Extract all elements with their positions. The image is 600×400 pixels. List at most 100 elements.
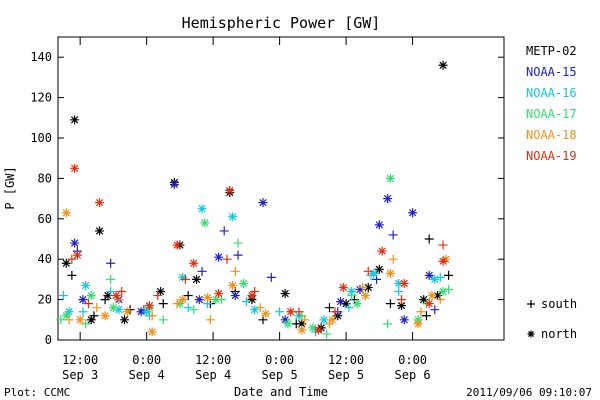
point-noaa-18-north: [327, 315, 337, 325]
point-noaa-18-north: [261, 309, 271, 319]
x-tick-label-time: 0:00: [265, 353, 294, 367]
point-noaa-17-south: [322, 329, 332, 339]
point-metp-02-north: [119, 315, 129, 325]
point-noaa-16-south: [275, 307, 285, 317]
point-noaa-17-south: [81, 319, 91, 329]
plot-timestamp: 2011/09/06 09:10:07: [466, 386, 592, 399]
y-tick-label: 20: [38, 293, 52, 307]
point-metp-02-south: [421, 311, 431, 321]
point-noaa-18-south: [416, 307, 426, 317]
data-points: [56, 60, 454, 339]
point-noaa-18-north: [297, 325, 307, 335]
legend-entry: METP-02: [526, 44, 577, 58]
point-noaa-19-north: [214, 289, 224, 299]
point-metp-02-south: [183, 291, 193, 301]
point-noaa-19-north: [225, 186, 235, 196]
point-metp-02-north: [374, 264, 384, 274]
point-noaa-17-north: [283, 319, 293, 329]
point-metp-02-north: [70, 115, 80, 125]
point-metp-02-north: [297, 319, 307, 329]
marker-key-south: south: [527, 297, 577, 311]
point-noaa-15-north: [258, 198, 268, 208]
point-noaa-18-south: [64, 315, 74, 325]
point-metp-02-north: [95, 226, 105, 236]
point-noaa-17-north: [61, 311, 71, 321]
point-noaa-15-north: [214, 252, 224, 262]
point-metp-02-north: [155, 287, 165, 297]
point-noaa-19-south: [83, 299, 93, 309]
point-noaa-18-south: [255, 303, 265, 313]
point-noaa-15-north: [280, 315, 290, 325]
point-noaa-18-north: [228, 280, 238, 290]
point-noaa-15-north: [408, 208, 418, 218]
point-metp-02-north: [86, 315, 96, 325]
point-noaa-18-south: [358, 282, 368, 292]
point-noaa-18-south: [230, 266, 240, 276]
point-noaa-19-south: [363, 266, 373, 276]
point-noaa-18-north: [360, 291, 370, 301]
point-noaa-17-north: [308, 323, 318, 333]
point-noaa-15-north: [194, 295, 204, 305]
marker-key-label: south: [541, 297, 577, 311]
point-noaa-19-south: [222, 254, 232, 264]
point-noaa-16-north: [114, 305, 124, 315]
point-metp-02-south: [158, 299, 168, 309]
point-noaa-17-north: [211, 295, 221, 305]
point-noaa-19-north: [172, 240, 182, 250]
marker-key: south north: [527, 297, 577, 341]
point-noaa-19-south: [117, 287, 127, 297]
point-metp-02-south: [444, 270, 454, 280]
marker-key-label: north: [541, 327, 577, 341]
point-metp-02-north: [280, 289, 290, 299]
point-noaa-19-north: [377, 246, 387, 256]
point-noaa-15-south: [219, 226, 229, 236]
point-noaa-16-north: [81, 280, 91, 290]
point-noaa-17-south: [383, 319, 393, 329]
point-noaa-15-south: [106, 258, 116, 268]
point-noaa-19-north: [189, 258, 199, 268]
y-tick-label: 0: [45, 333, 52, 347]
legend: METP-02 NOAA-15 NOAA-16 NOAA-17 NOAA-18 NOAA-…: [526, 44, 577, 163]
point-noaa-19-south: [438, 240, 448, 250]
point-noaa-18-north: [203, 293, 213, 303]
legend-entry: NOAA-19: [526, 149, 577, 163]
point-noaa-17-north: [200, 218, 210, 228]
point-metp-02-north: [438, 60, 448, 70]
point-metp-02-north: [103, 291, 113, 301]
x-tick-label-date: Sep 4: [129, 368, 165, 382]
point-noaa-16-north: [250, 305, 260, 315]
y-tick-label: 100: [30, 131, 52, 145]
point-noaa-19-north: [286, 307, 296, 317]
x-tick-label-time: 12:00: [328, 353, 364, 367]
point-noaa-19-north: [72, 250, 82, 260]
point-noaa-16-south: [183, 303, 193, 313]
point-noaa-16-south: [344, 303, 354, 313]
point-noaa-18-south: [172, 299, 182, 309]
point-metp-02-north: [341, 299, 351, 309]
plot-frame: [57, 36, 505, 341]
marker-key-north: north: [527, 327, 577, 341]
point-noaa-17-south: [233, 238, 243, 248]
point-noaa-17-north: [438, 287, 448, 297]
point-noaa-16-north: [197, 204, 207, 214]
point-noaa-16-north: [369, 268, 379, 278]
point-noaa-16-north: [394, 278, 404, 288]
point-noaa-16-north: [319, 315, 329, 325]
point-noaa-17-south: [56, 315, 66, 325]
x-tick-label-date: Sep 4: [195, 368, 231, 382]
x-tick-label-time: 12:00: [195, 353, 231, 367]
x-tick-label-date: Sep 6: [395, 368, 431, 382]
x-tick-label-date: Sep 3: [62, 368, 98, 382]
point-noaa-16-south: [394, 287, 404, 297]
point-noaa-19-north: [424, 299, 434, 309]
point-noaa-15-north: [136, 307, 146, 317]
point-noaa-18-south: [435, 295, 445, 305]
point-noaa-19-north: [111, 291, 121, 301]
point-noaa-15-south: [197, 266, 207, 276]
point-noaa-16-south: [78, 307, 88, 317]
point-noaa-16-north: [142, 307, 152, 317]
point-noaa-15-north: [78, 295, 88, 305]
point-noaa-17-north: [108, 303, 118, 313]
